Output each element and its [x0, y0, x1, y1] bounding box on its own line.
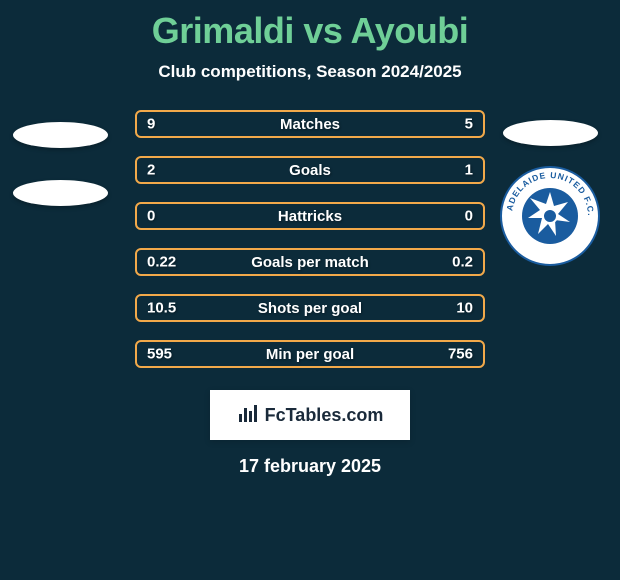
fctables-branding: FcTables.com [210, 390, 410, 440]
stat-right-value: 1 [465, 162, 473, 179]
stat-right-value: 756 [448, 346, 473, 363]
stat-label: Matches [280, 116, 340, 133]
stat-row: 10.5 Shots per goal 10 [135, 294, 485, 322]
stat-right-value: 5 [465, 116, 473, 133]
stat-label: Goals per match [251, 254, 369, 271]
stat-right-value: 0.2 [452, 254, 473, 271]
stat-left-value: 0 [147, 208, 155, 225]
right-player-placeholder: ADELAIDE UNITED F.C. [500, 120, 600, 266]
stat-left-value: 10.5 [147, 300, 176, 317]
ellipse-shape [13, 122, 108, 148]
stat-row: 0.22 Goals per match 0.2 [135, 248, 485, 276]
stat-right-value: 10 [456, 300, 473, 317]
stat-left-value: 9 [147, 116, 155, 133]
fctables-label: FcTables.com [265, 405, 384, 426]
stat-label: Goals [289, 162, 331, 179]
left-player-placeholder [10, 122, 110, 206]
page-title: Grimaldi vs Ayoubi [0, 0, 620, 52]
stat-label: Hattricks [278, 208, 342, 225]
ellipse-shape [13, 180, 108, 206]
stat-row: 2 Goals 1 [135, 156, 485, 184]
stat-row: 0 Hattricks 0 [135, 202, 485, 230]
stat-left-value: 0.22 [147, 254, 176, 271]
stat-label: Shots per goal [258, 300, 362, 317]
chart-icon [237, 402, 259, 429]
ellipse-shape [503, 120, 598, 146]
stat-label: Min per goal [266, 346, 354, 363]
stat-left-value: 595 [147, 346, 172, 363]
club-badge-adelaide-united: ADELAIDE UNITED F.C. [500, 166, 600, 266]
stat-row: 595 Min per goal 756 [135, 340, 485, 368]
stat-right-value: 0 [465, 208, 473, 225]
stat-left-value: 2 [147, 162, 155, 179]
season-subtitle: Club competitions, Season 2024/2025 [0, 62, 620, 82]
comparison-date: 17 february 2025 [0, 456, 620, 477]
stat-row: 9 Matches 5 [135, 110, 485, 138]
